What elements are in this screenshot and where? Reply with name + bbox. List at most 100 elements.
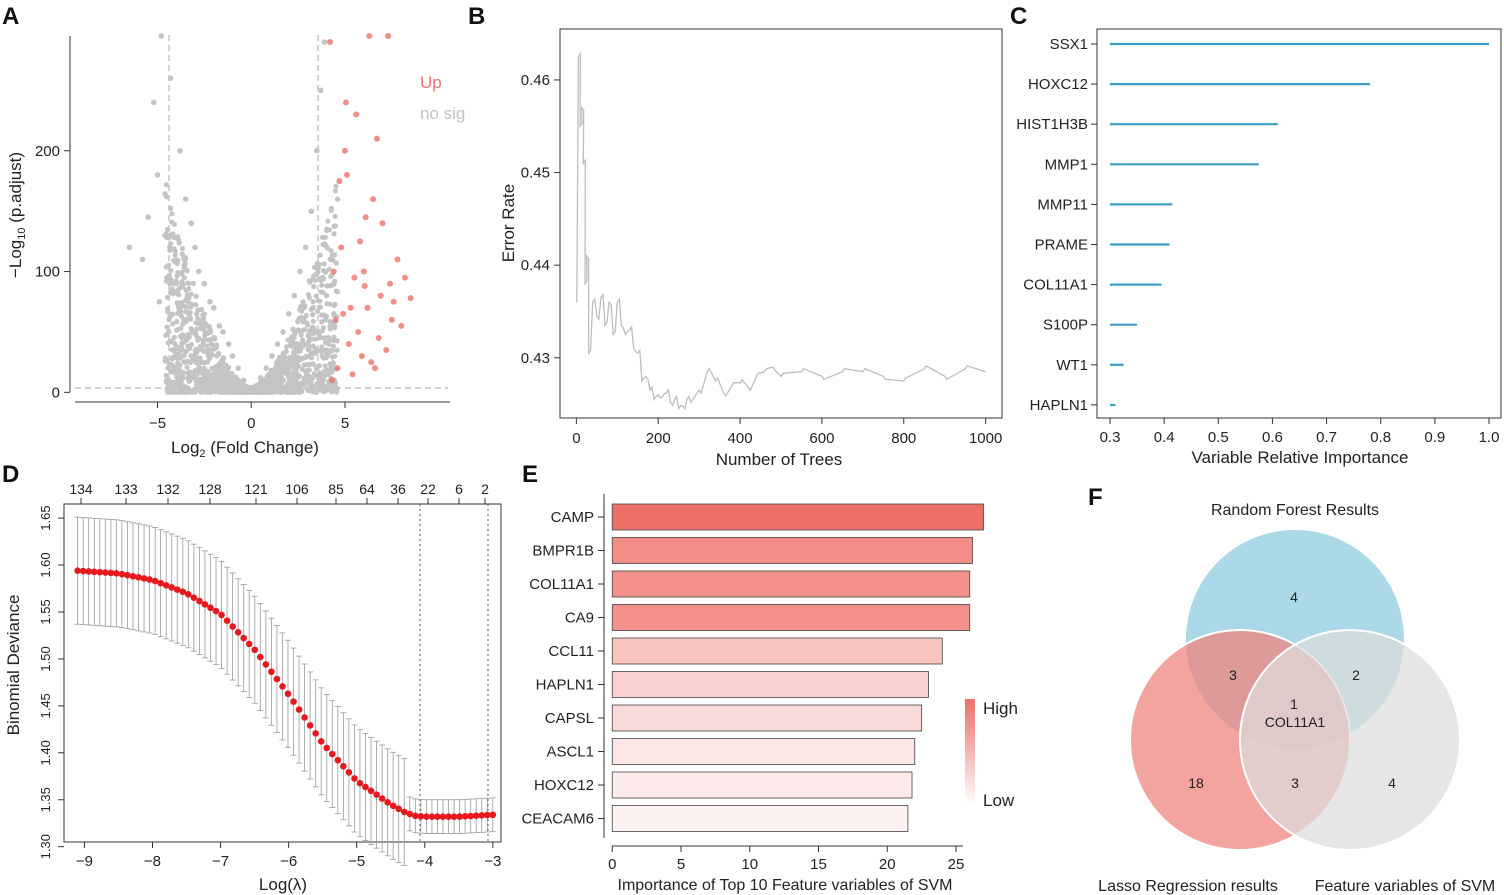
volcano-cloud-point xyxy=(175,389,182,395)
lasso-point xyxy=(483,811,491,819)
volcano-x-tick-label: 0 xyxy=(247,415,255,432)
volcano-cloud-point xyxy=(173,278,179,284)
volcano-cloud-point xyxy=(202,332,208,338)
volcano-nosig-point xyxy=(216,323,223,329)
volcano-cloud-point xyxy=(181,256,187,262)
lasso-point xyxy=(124,571,131,579)
svm-x-tick-label: 25 xyxy=(948,856,965,873)
lasso-point xyxy=(240,634,248,642)
volcano-point-cloud xyxy=(162,182,341,395)
rf-importance-x-tick-label: 0.9 xyxy=(1424,429,1445,446)
rf-importance-category-label: COL11A1 xyxy=(1023,277,1088,294)
volcano-cloud-point xyxy=(214,364,220,370)
lasso-top-label: 2 xyxy=(481,481,489,497)
volcano-cloud-point xyxy=(220,389,226,395)
volcano-cloud-point xyxy=(165,235,171,241)
volcano-cloud-point xyxy=(187,375,194,381)
lasso-point xyxy=(400,808,408,816)
svm-importance-plot: CAMP BMPR1B COL11A1 CA9 CCL11 HAPLN1 CAPSL ASCL… xyxy=(521,494,1018,894)
rf-importance-category-label: MMP11 xyxy=(1037,196,1088,213)
volcano-cloud-point xyxy=(295,343,301,350)
volcano-cloud-point xyxy=(186,333,192,339)
lasso-cv-plot: −9 −8 −7 −6 −5 −4 −3 1.30 1.35 1.40 1.45 1.50 1.55 1.… xyxy=(4,481,502,894)
volcano-cloud-point xyxy=(317,276,323,282)
venn-diagram: Random Forest Results Lasso Regression r… xyxy=(1098,502,1495,895)
volcano-cloud-point xyxy=(328,205,334,212)
volcano-cloud-point xyxy=(177,333,184,339)
volcano-up-point xyxy=(377,292,384,299)
lasso-point xyxy=(395,805,403,813)
lasso-point xyxy=(107,569,115,577)
lasso-point xyxy=(445,813,452,820)
volcano-cloud-point xyxy=(281,385,287,391)
volcano-cloud-point xyxy=(285,337,291,343)
volcano-cloud-point xyxy=(330,360,336,366)
lasso-top-label: 128 xyxy=(198,481,222,497)
lasso-point xyxy=(118,570,126,578)
volcano-cloud-point xyxy=(328,385,334,391)
svm-bar xyxy=(611,805,909,832)
volcano-cloud-point xyxy=(181,339,188,345)
volcano-cloud-point xyxy=(206,356,213,362)
volcano-cloud-point xyxy=(308,306,314,312)
volcano-cloud-point xyxy=(210,382,216,388)
volcano-legend-up: Up xyxy=(420,73,442,92)
volcano-up-point xyxy=(330,268,337,275)
volcano-cloud-point xyxy=(224,383,230,389)
volcano-up-point xyxy=(357,238,363,245)
volcano-up-point xyxy=(342,99,349,106)
volcano-cloud-point xyxy=(324,301,330,307)
volcano-cloud-point xyxy=(274,380,280,386)
lasso-point xyxy=(85,568,92,575)
volcano-cloud-point xyxy=(316,328,322,335)
lasso-point xyxy=(101,569,109,576)
volcano-cloud-point xyxy=(167,281,173,287)
lasso-top-label: 22 xyxy=(420,481,436,497)
volcano-nosig-point xyxy=(314,147,320,154)
volcano-cloud-point xyxy=(172,252,178,258)
volcano-cloud-point xyxy=(307,279,313,285)
volcano-cloud-point xyxy=(323,355,329,361)
volcano-cloud-point xyxy=(332,278,338,284)
volcano-nosig-point xyxy=(317,87,324,94)
lasso-point xyxy=(268,668,275,676)
volcano-cloud-point xyxy=(322,339,329,346)
volcano-nosig-points xyxy=(126,33,328,392)
volcano-cloud-point xyxy=(325,218,331,224)
volcano-cloud-point xyxy=(324,293,330,299)
volcano-cloud-point xyxy=(219,369,225,375)
volcano-cloud-point xyxy=(299,366,305,372)
rf-importance-category-label: WT1 xyxy=(1056,357,1088,374)
volcano-cloud-point xyxy=(328,273,334,280)
lasso-y-label: Binomial Deviance xyxy=(4,595,23,736)
lasso-x-tick-label: −4 xyxy=(416,853,433,870)
panel-label-c: C xyxy=(1010,3,1027,30)
volcano-cloud-point xyxy=(203,337,209,343)
lasso-point xyxy=(245,640,253,648)
lasso-point xyxy=(196,597,203,605)
lasso-y-tick-label: 1.65 xyxy=(38,505,53,530)
volcano-cloud-point xyxy=(202,328,208,334)
lasso-y-tick-label: 1.35 xyxy=(38,787,53,812)
volcano-cloud-point xyxy=(316,261,322,267)
volcano-legend-nosig: no sig xyxy=(420,104,465,123)
volcano-up-point xyxy=(351,274,358,281)
volcano-up-point xyxy=(328,377,335,384)
volcano-cloud-point xyxy=(334,347,340,353)
volcano-cloud-point xyxy=(165,226,171,233)
volcano-cloud-point xyxy=(183,287,189,293)
volcano-cloud-point xyxy=(328,283,334,289)
volcano-nosig-point xyxy=(297,268,303,275)
lasso-y-tick-label: 1.55 xyxy=(38,599,53,624)
volcano-cloud-point xyxy=(170,321,176,327)
svm-category-label: COL11A1 xyxy=(529,576,594,593)
volcano-cloud-point xyxy=(183,349,189,355)
lasso-point xyxy=(439,813,447,820)
svm-x-tick-label: 10 xyxy=(741,856,758,873)
volcano-up-point xyxy=(334,365,341,372)
error-rate-x-tick-label: 0 xyxy=(572,430,580,447)
volcano-y-tick-label: 200 xyxy=(35,143,60,160)
